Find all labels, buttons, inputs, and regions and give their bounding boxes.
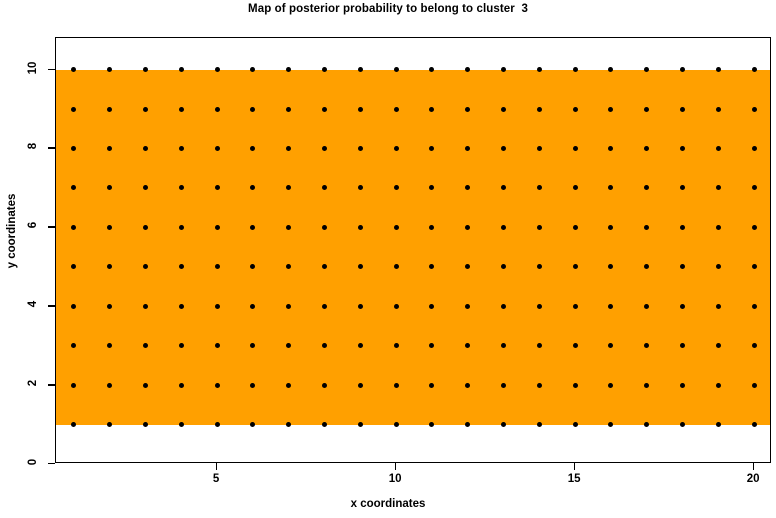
y-axis-tick — [48, 305, 55, 307]
x-axis-label: x coordinates — [350, 498, 426, 510]
y-axis-label: y coordinates — [6, 193, 18, 269]
x-axis-tick — [395, 463, 397, 470]
x-axis-tick — [216, 463, 218, 470]
x-axis-tick — [753, 463, 755, 470]
x-axis-tick — [574, 463, 576, 470]
x-axis-tick-label: 15 — [567, 473, 581, 485]
posterior-probability-region — [56, 69, 770, 425]
y-axis-tick — [48, 68, 55, 70]
x-axis-tick-label: 10 — [388, 473, 402, 485]
y-axis-tick — [48, 463, 55, 465]
y-axis-tick — [48, 226, 55, 228]
y-axis-tick-label: 0 — [27, 458, 39, 466]
x-axis-tick-label: 5 — [212, 473, 220, 485]
y-axis-tick-label: 2 — [27, 379, 39, 387]
y-axis-tick-label: 8 — [27, 143, 39, 150]
y-axis-tick — [48, 147, 55, 149]
plot-area — [55, 37, 771, 463]
y-axis-tick-label: 4 — [27, 301, 39, 308]
y-axis-tick — [48, 384, 55, 386]
y-axis-tick-label: 10 — [27, 61, 39, 74]
page-title: Map of posterior probability to belong t… — [248, 3, 528, 15]
x-axis-tick-label: 20 — [746, 473, 760, 485]
y-axis-tick-label: 6 — [27, 222, 39, 229]
